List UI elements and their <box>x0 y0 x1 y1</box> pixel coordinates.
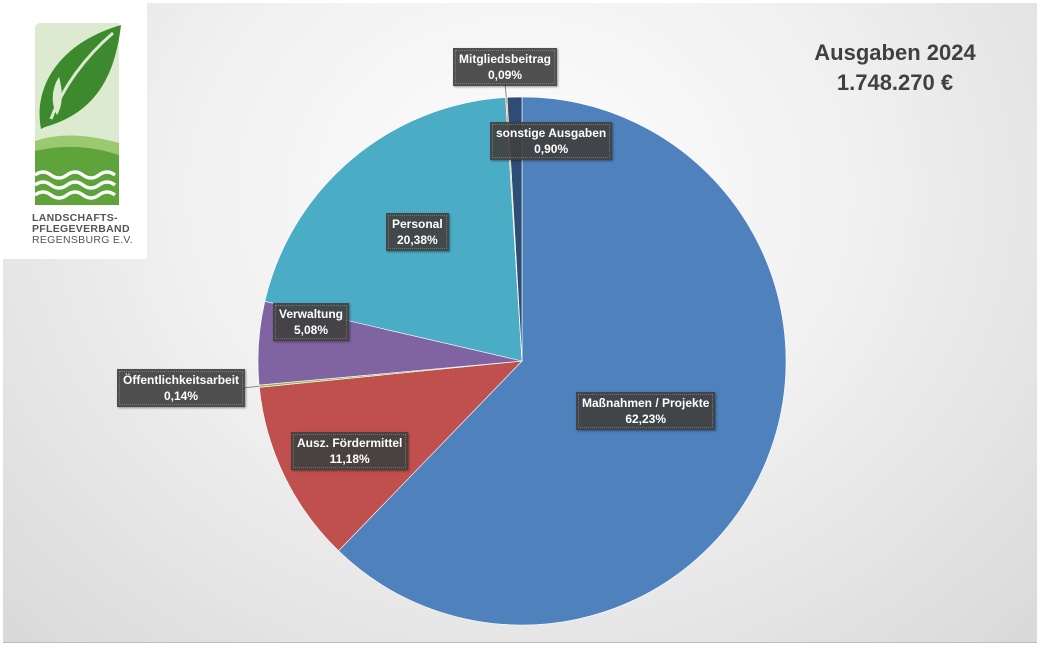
pie-slices <box>257 96 787 626</box>
logo-text-line-2: PFLEGEVERBAND <box>32 223 130 235</box>
data-label-2: Öffentlichkeitsarbeit 0,14% <box>117 369 246 407</box>
logo-text: LANDSCHAFTS- PFLEGEVERBAND REGENSBURG E.… <box>32 213 133 246</box>
data-label-value: 62,23% <box>625 412 667 426</box>
data-label-value: 20,38% <box>397 233 438 247</box>
data-label-3: Verwaltung 5,08% <box>273 303 350 341</box>
data-label-value: 11,18% <box>329 452 370 466</box>
leader-line-2 <box>242 385 260 389</box>
data-label-value: 5,08% <box>293 323 329 337</box>
logo-text-line-1: LANDSCHAFTS- <box>32 212 118 224</box>
data-label-value: 0,90% <box>534 142 569 156</box>
data-label-category: sonstige Ausgaben <box>496 126 607 140</box>
leaf-landscape-logo-icon <box>33 23 121 205</box>
pie-slice-0 <box>338 96 787 626</box>
data-label-value: 0,14% <box>164 389 199 403</box>
data-label-6: sonstige Ausgaben 0,90% <box>490 122 613 160</box>
chart-subtitle: 1.748.270 € <box>836 70 954 95</box>
logo-text-line-3: REGENSBURG E.V. <box>32 234 133 246</box>
data-label-4: Personal 20,38% <box>386 213 449 251</box>
data-label-category: Öffentlichkeitsarbeit <box>123 373 240 387</box>
data-label-category: Verwaltung <box>279 307 344 321</box>
data-label-category: Mitgliedsbeitrag <box>459 52 552 66</box>
data-label-0: Maßnahmen / Projekte 62,23% <box>576 392 716 430</box>
chart-title-block: Ausgaben 2024 1.748.270 € <box>790 38 1000 98</box>
logo: LANDSCHAFTS- PFLEGEVERBAND REGENSBURG E.… <box>3 3 147 259</box>
data-label-1: Ausz. Fördermittel 11,18% <box>291 432 409 470</box>
data-label-5: Mitgliedsbeitrag 0,09% <box>453 48 558 86</box>
data-label-value: 0,09% <box>487 68 523 82</box>
data-label-category: Maßnahmen / Projekte <box>582 396 710 410</box>
data-label-category: Personal <box>392 217 443 231</box>
data-label-category: Ausz. Fördermittel <box>297 436 403 450</box>
chart-title: Ausgaben 2024 <box>814 40 976 65</box>
pie-slice-6 <box>506 96 523 362</box>
